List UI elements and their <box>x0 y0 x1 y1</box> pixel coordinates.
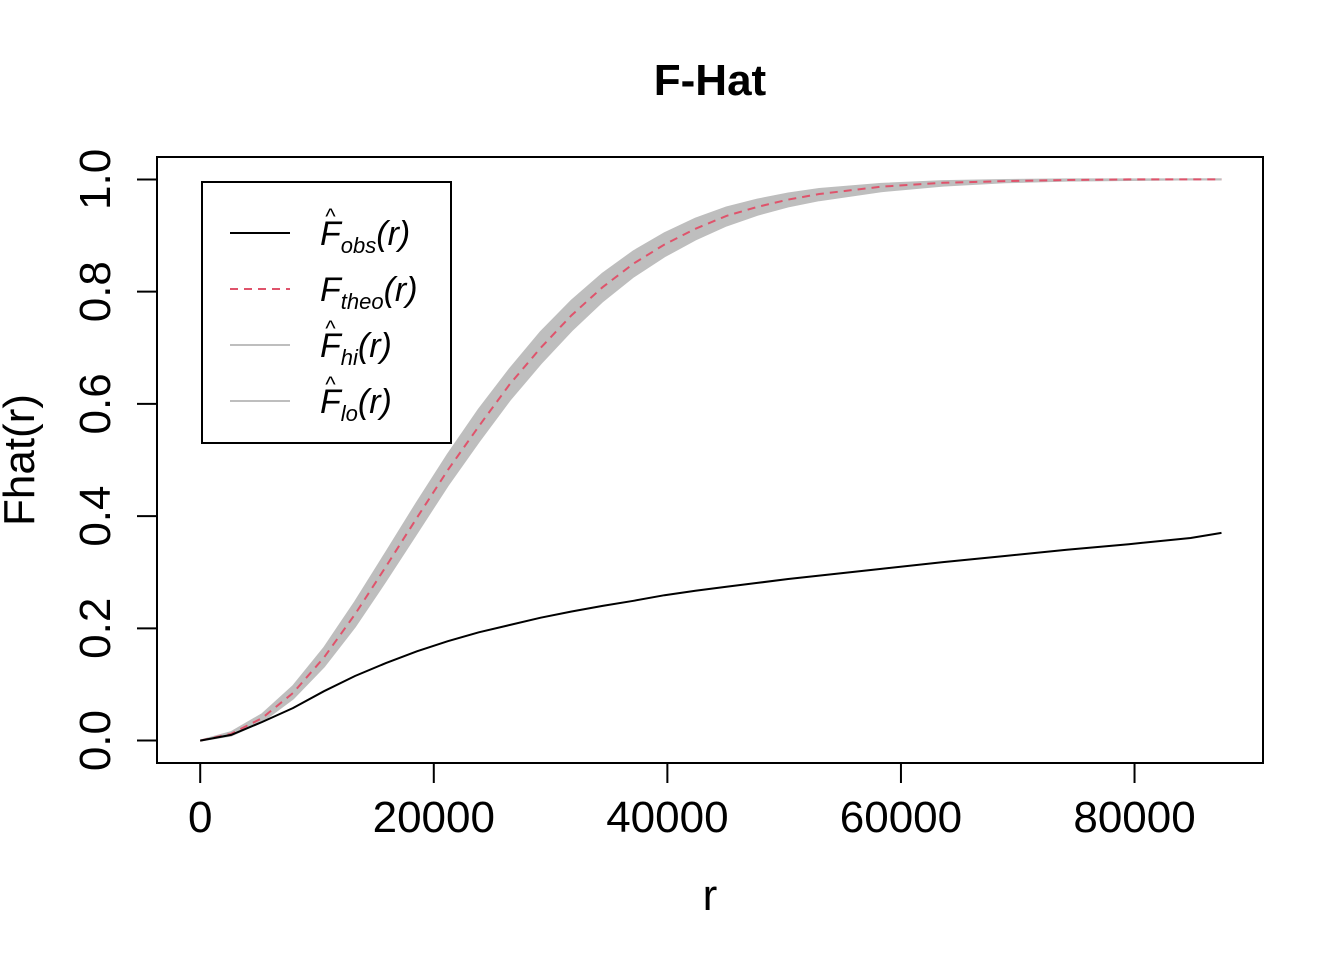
legend-label-theo: Ftheo(r) <box>320 271 418 314</box>
x-tick-label: 0 <box>188 793 212 842</box>
y-tick-label: 0.8 <box>71 261 120 322</box>
y-tick-label: 0.0 <box>71 710 120 771</box>
legend-label-lo: Flo(r) <box>320 383 392 426</box>
legend-hat-accent: ^ <box>325 372 336 397</box>
legend-item-hi: Fhi(r)^ <box>230 316 392 370</box>
y-tick-label: 0.2 <box>71 598 120 659</box>
y-axis: 0.0 0.2 0.4 0.6 0.8 1.0 <box>71 149 158 771</box>
legend-label-obs: Fobs(r) <box>320 215 410 258</box>
legend-hat-accent: ^ <box>325 316 336 341</box>
x-tick-label: 40000 <box>606 793 728 842</box>
y-tick-label: 1.0 <box>71 149 120 210</box>
legend-hat-accent: ^ <box>325 204 336 229</box>
legend-item-obs: Fobs(r)^ <box>230 204 410 258</box>
x-axis: 0 20000 40000 60000 80000 <box>188 762 1196 842</box>
legend-box <box>201 181 452 444</box>
series-line-theo <box>199 178 1222 742</box>
series-line-obs <box>200 531 1222 742</box>
legend-item-lo: Flo(r)^ <box>230 372 392 426</box>
series-line-hi <box>199 178 1222 742</box>
x-tick-label: 80000 <box>1073 793 1195 842</box>
y-tick-label: 0.4 <box>71 486 120 547</box>
series-lines <box>199 178 1222 742</box>
y-axis-label: Fhat(r) <box>0 394 44 526</box>
legend-item-theo: Ftheo(r) <box>230 271 418 314</box>
legend: Fobs(r)^Ftheo(r)Fhi(r)^Flo(r)^ <box>201 181 452 444</box>
chart-title: F-Hat <box>654 56 767 105</box>
y-tick-label: 0.6 <box>71 373 120 434</box>
series-line-lo <box>200 178 1222 742</box>
x-axis-label: r <box>703 871 718 920</box>
x-tick-label: 20000 <box>373 793 495 842</box>
x-tick-label: 60000 <box>840 793 962 842</box>
legend-label-hi: Fhi(r) <box>320 327 392 370</box>
